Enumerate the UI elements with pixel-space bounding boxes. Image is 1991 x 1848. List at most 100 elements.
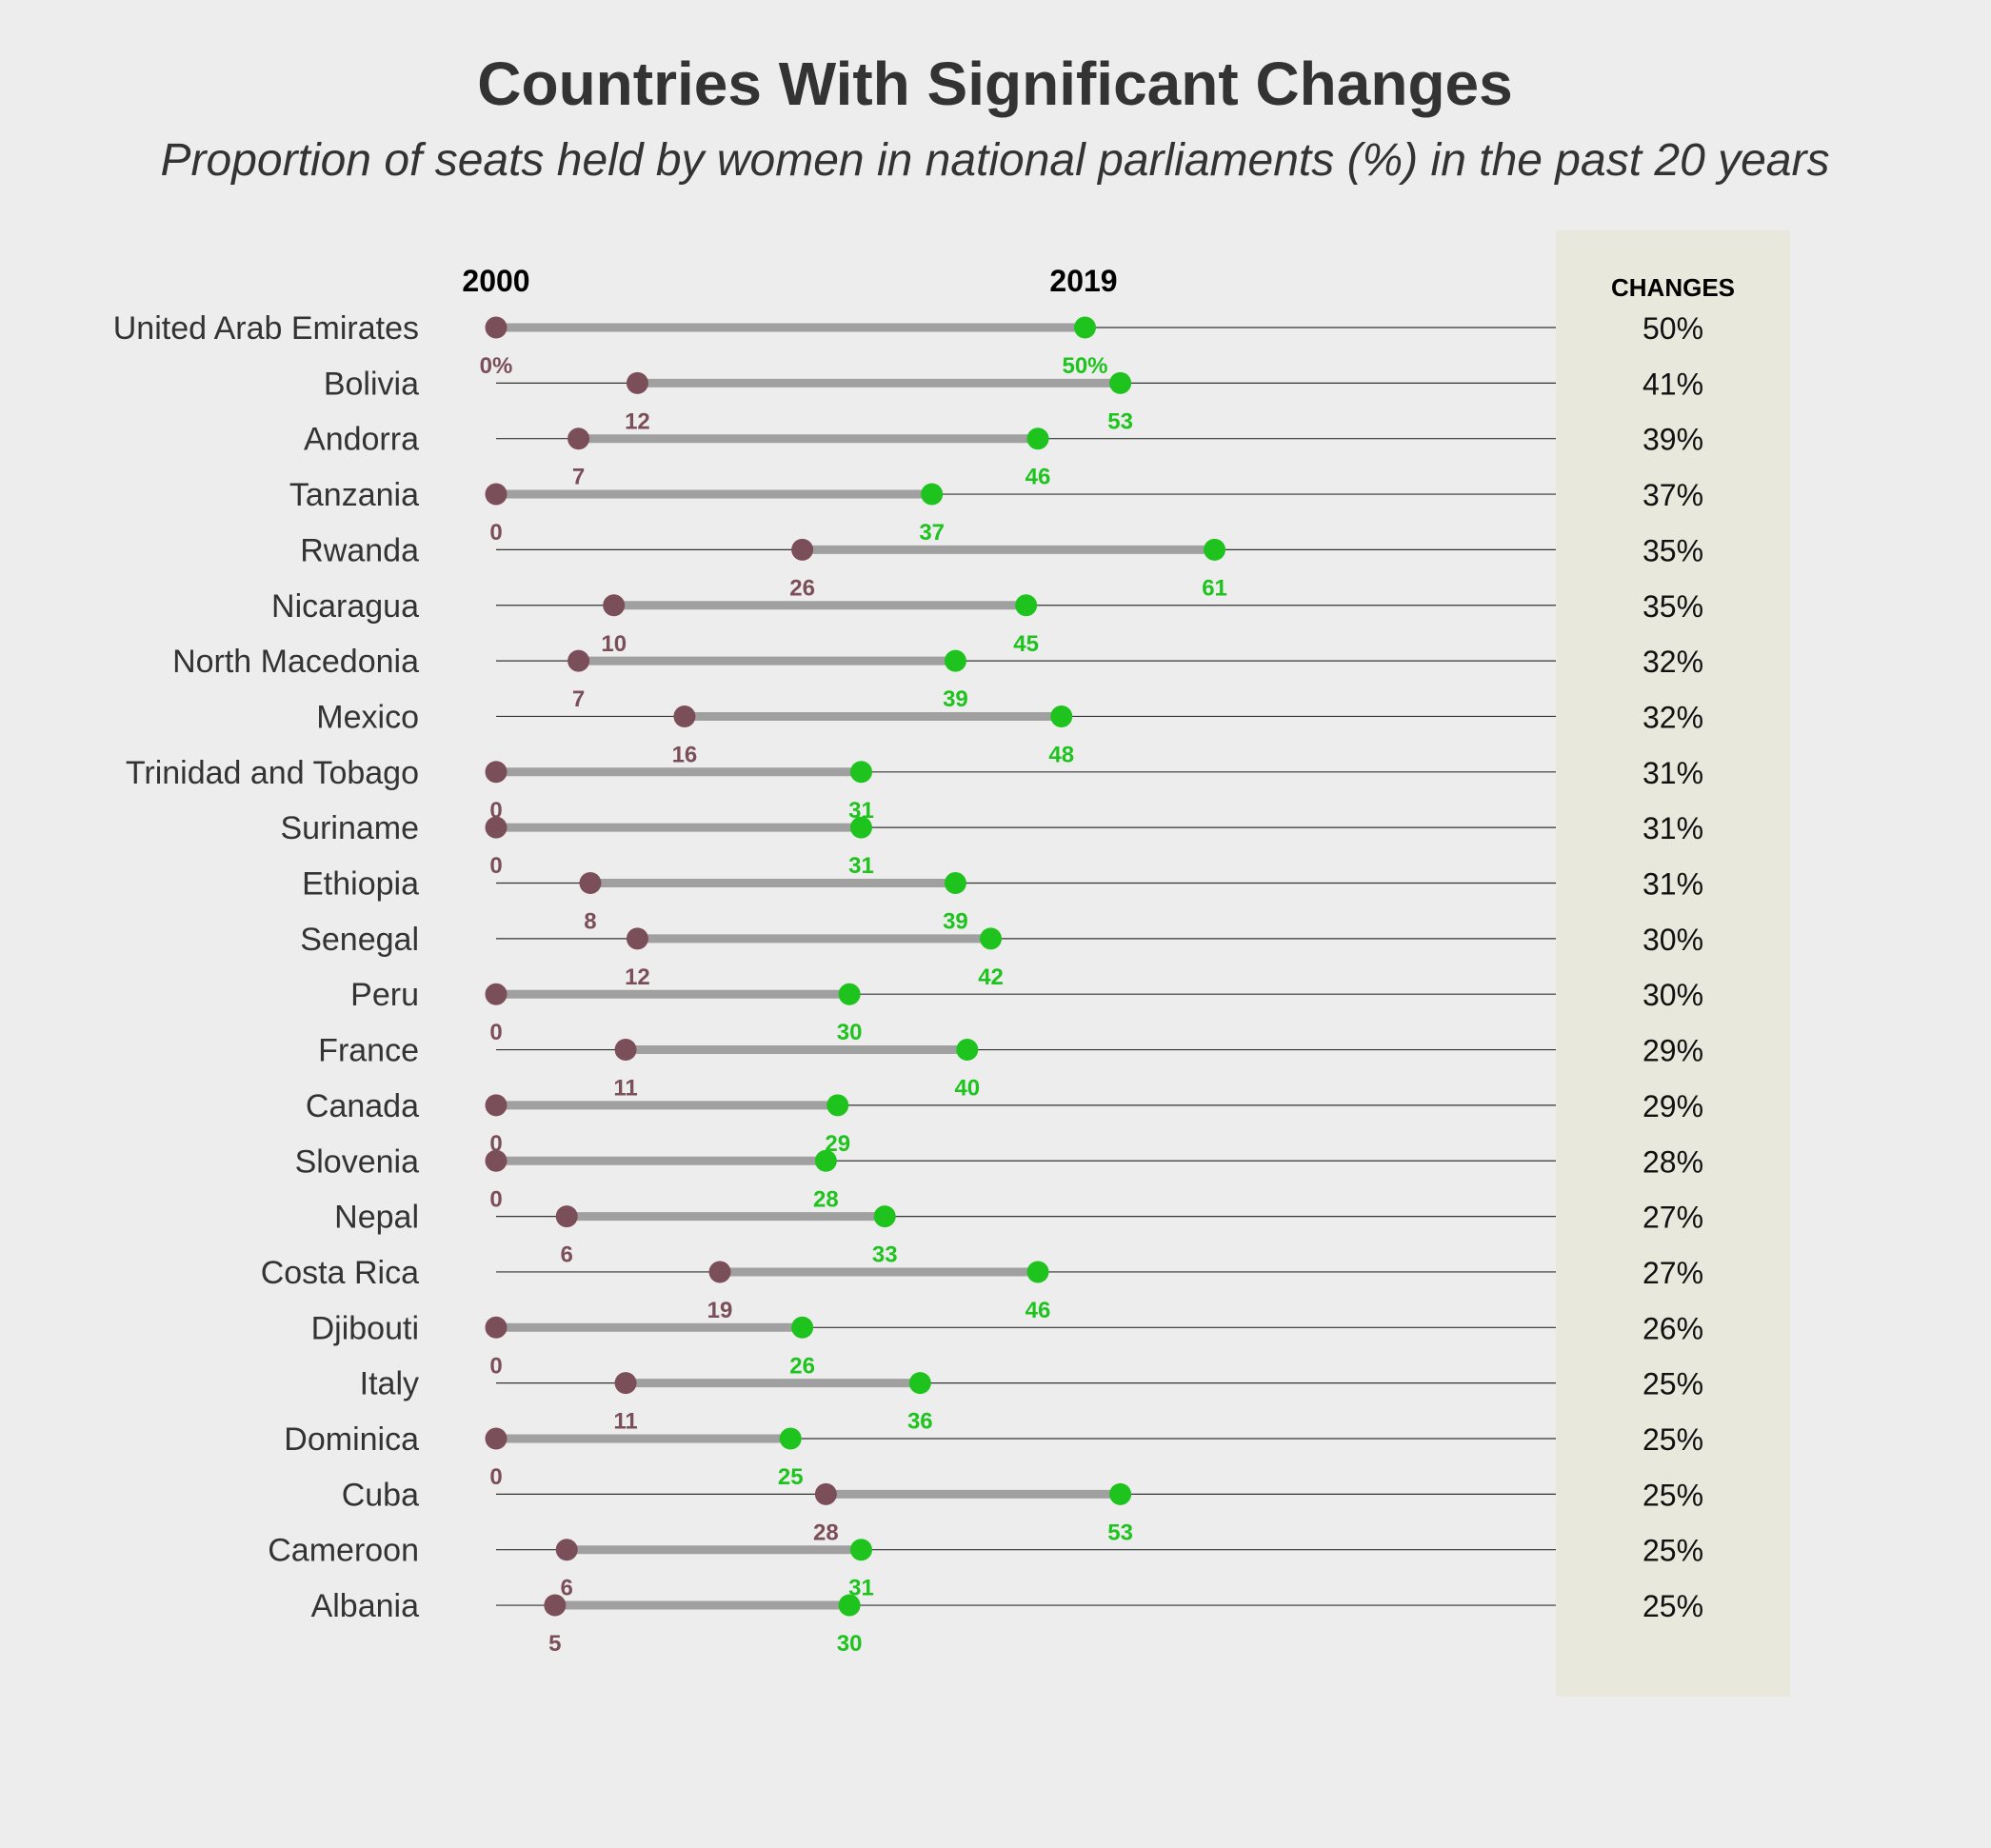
start-value-label: 11 xyxy=(613,1076,637,1102)
end-point-2019 xyxy=(1026,1261,1049,1283)
start-value-label: 26 xyxy=(789,575,815,601)
start-value-label: 0 xyxy=(489,1353,502,1379)
start-point-2000 xyxy=(485,483,508,506)
end-point-2019 xyxy=(826,1094,849,1117)
start-value-label: 5 xyxy=(548,1631,561,1657)
change-value: 41% xyxy=(1643,367,1703,401)
country-label: Canada xyxy=(306,1088,419,1124)
table-row: Costa Rica 19 46 27% xyxy=(261,1255,1703,1323)
change-value: 30% xyxy=(1643,978,1703,1012)
table-row: Dominica 0 25 25% xyxy=(284,1421,1703,1490)
start-point-2000 xyxy=(626,927,648,950)
country-label: North Macedonia xyxy=(172,644,419,680)
end-value-label: 36 xyxy=(907,1409,933,1435)
change-value: 31% xyxy=(1643,867,1703,902)
end-point-2019 xyxy=(944,649,966,672)
start-value-label: 7 xyxy=(572,686,585,712)
end-value-label: 33 xyxy=(872,1242,898,1268)
change-value: 26% xyxy=(1643,1311,1703,1345)
end-year-label: 2019 xyxy=(1049,264,1117,298)
start-value-label: 0 xyxy=(489,1020,502,1045)
change-value: 29% xyxy=(1643,1089,1703,1123)
change-value: 25% xyxy=(1643,1367,1703,1401)
start-value-label: 12 xyxy=(625,964,650,990)
chart-title: Countries With Significant Changes xyxy=(477,50,1512,118)
table-row: Andorra 7 46 39% xyxy=(304,422,1703,490)
table-row: France 11 40 29% xyxy=(318,1033,1703,1102)
start-value-label: 0 xyxy=(489,1464,502,1490)
table-row: North Macedonia 7 39 32% xyxy=(172,644,1703,712)
end-value-label: 46 xyxy=(1025,1298,1051,1323)
start-value-label: 19 xyxy=(707,1298,733,1323)
table-row: Ethiopia 8 39 31% xyxy=(302,866,1703,935)
end-value-label: 39 xyxy=(943,909,968,935)
start-point-2000 xyxy=(791,538,814,561)
start-value-label: 0 xyxy=(489,1186,502,1212)
start-point-2000 xyxy=(708,1261,731,1283)
end-point-2019 xyxy=(956,1039,979,1062)
start-value-label: 0 xyxy=(489,520,502,546)
start-point-2000 xyxy=(485,1149,508,1172)
start-point-2000 xyxy=(614,1372,637,1395)
start-point-2000 xyxy=(555,1205,578,1228)
start-value-label: 6 xyxy=(561,1242,573,1268)
end-value-label: 30 xyxy=(837,1631,863,1657)
country-label: Mexico xyxy=(316,699,419,735)
start-value-label: 16 xyxy=(672,742,698,767)
end-point-2019 xyxy=(921,483,944,506)
table-row: Suriname 0 31 31% xyxy=(280,810,1703,879)
end-value-label: 37 xyxy=(919,520,945,546)
end-point-2019 xyxy=(1026,427,1049,450)
table-row: Cuba 28 53 25% xyxy=(342,1477,1703,1545)
start-point-2000 xyxy=(485,816,508,839)
country-label: Rwanda xyxy=(300,532,419,568)
change-value: 31% xyxy=(1643,756,1703,790)
end-value-label: 53 xyxy=(1107,408,1133,434)
start-point-2000 xyxy=(567,649,590,672)
end-point-2019 xyxy=(1074,316,1096,339)
country-label: Suriname xyxy=(280,810,419,846)
end-value-label: 48 xyxy=(1048,742,1074,767)
end-point-2019 xyxy=(980,927,1003,950)
change-value: 25% xyxy=(1643,1478,1703,1512)
end-value-label: 30 xyxy=(837,1020,863,1045)
end-point-2019 xyxy=(849,761,872,784)
table-row: Nepal 6 33 27% xyxy=(334,1200,1703,1268)
start-point-2000 xyxy=(567,427,590,450)
country-label: Bolivia xyxy=(324,366,419,402)
country-label: Trinidad and Tobago xyxy=(126,755,419,791)
country-label: Dominica xyxy=(284,1421,419,1458)
country-label: Cameroon xyxy=(268,1533,419,1569)
start-value-label: 6 xyxy=(561,1576,573,1601)
change-value: 28% xyxy=(1643,1144,1703,1179)
country-label: Andorra xyxy=(304,422,419,458)
start-point-2000 xyxy=(485,1316,508,1339)
start-value-label: 0% xyxy=(480,353,513,379)
start-point-2000 xyxy=(485,983,508,1005)
start-value-label: 10 xyxy=(601,631,627,657)
changes-panel xyxy=(1556,230,1790,1697)
end-value-label: 53 xyxy=(1107,1520,1133,1545)
start-point-2000 xyxy=(614,1039,637,1062)
end-value-label: 50% xyxy=(1062,353,1107,379)
country-label: Peru xyxy=(350,977,419,1013)
end-point-2019 xyxy=(838,983,861,1005)
start-point-2000 xyxy=(544,1594,567,1617)
change-value: 25% xyxy=(1643,1534,1703,1568)
end-value-label: 25 xyxy=(778,1464,804,1490)
end-point-2019 xyxy=(814,1149,837,1172)
end-point-2019 xyxy=(1050,705,1073,727)
end-value-label: 26 xyxy=(789,1353,815,1379)
change-value: 50% xyxy=(1643,311,1703,346)
end-value-label: 61 xyxy=(1202,575,1227,601)
start-point-2000 xyxy=(485,316,508,339)
start-point-2000 xyxy=(579,872,602,894)
start-value-label: 12 xyxy=(625,408,650,434)
table-row: Djibouti 0 26 26% xyxy=(311,1310,1703,1379)
start-point-2000 xyxy=(603,594,626,617)
change-value: 25% xyxy=(1643,1422,1703,1457)
country-label: Costa Rica xyxy=(261,1255,419,1291)
country-label: Cuba xyxy=(342,1477,419,1513)
start-point-2000 xyxy=(814,1482,837,1505)
